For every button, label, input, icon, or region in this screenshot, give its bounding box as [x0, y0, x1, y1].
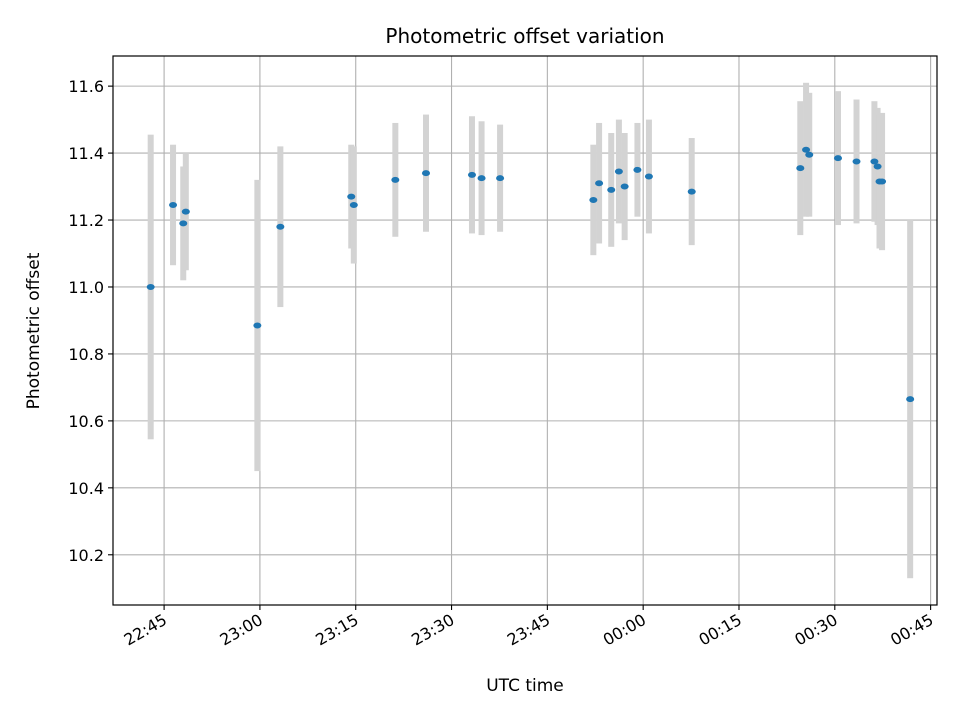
y-tick-label: 10.4 — [68, 479, 104, 498]
data-points — [146, 146, 915, 403]
data-point — [421, 170, 430, 177]
data-point — [852, 158, 861, 165]
y-axis-ticks: 10.2 10.4 10.6 10.8 11.0 11.2 11.4 11.6 — [68, 77, 113, 565]
chart-title: Photometric offset variation — [385, 24, 664, 48]
data-point — [179, 220, 188, 227]
y-axis-title: Photometric offset — [24, 252, 44, 409]
data-point — [391, 176, 400, 183]
data-point — [802, 146, 811, 153]
data-point — [906, 396, 915, 403]
data-point — [633, 166, 642, 173]
y-tick-label: 11.0 — [68, 278, 104, 297]
data-point — [873, 163, 882, 170]
y-tick-label: 10.2 — [68, 546, 104, 565]
data-point — [614, 168, 623, 175]
data-point — [347, 193, 356, 200]
data-point — [146, 283, 155, 290]
data-point — [687, 188, 696, 195]
plot-frame — [112, 55, 938, 606]
data-point — [870, 158, 879, 165]
y-tick-label: 11.4 — [68, 144, 104, 163]
y-tick-label: 11.2 — [68, 211, 104, 230]
data-point — [253, 322, 262, 329]
y-tick-label: 10.8 — [68, 345, 104, 364]
data-point — [644, 173, 653, 180]
x-axis-title: UTC time — [486, 676, 564, 696]
data-point — [477, 175, 486, 182]
data-point — [349, 201, 358, 208]
data-point — [796, 165, 805, 172]
data-point — [276, 223, 285, 230]
data-point — [589, 196, 598, 203]
data-point — [607, 186, 616, 193]
data-point — [878, 178, 887, 185]
data-point — [833, 155, 842, 162]
data-point — [595, 180, 604, 187]
data-point — [181, 208, 190, 215]
y-tick-label: 11.6 — [68, 77, 104, 96]
y-tick-label: 10.6 — [68, 412, 104, 431]
data-point — [805, 151, 814, 158]
data-point — [169, 201, 178, 208]
data-point — [620, 183, 629, 190]
grid — [113, 56, 937, 605]
data-point — [496, 175, 505, 182]
data-point — [467, 171, 476, 178]
